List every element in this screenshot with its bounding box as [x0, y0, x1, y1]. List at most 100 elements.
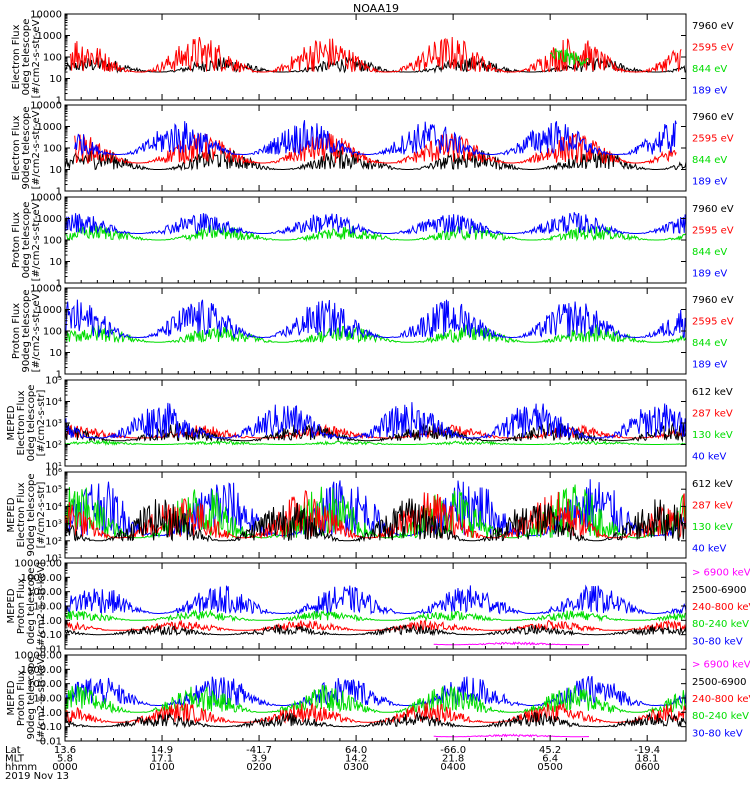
legend-entry: 189 eV — [692, 268, 727, 279]
y-tick-label: 100 — [43, 144, 62, 155]
footer-value: 21.8 — [442, 754, 464, 765]
y-axis-label: MEPEDProton Flux90deg telescope[#/cm2-s-… — [6, 654, 47, 742]
y-tick-label: 100 — [43, 53, 62, 64]
y-tick-label: 1000.00 — [21, 665, 62, 676]
series-line-844-ev — [64, 323, 687, 344]
y-tick-label: 10² — [45, 536, 62, 547]
series-line-2595-ev — [74, 132, 677, 165]
footer-value: 64.0 — [345, 745, 367, 756]
y-tick-label: 100 — [43, 327, 62, 338]
legend-entry: 844 eV — [692, 247, 727, 258]
y-tick-label: 1000 — [37, 31, 62, 42]
footer-value: 0000 — [52, 762, 77, 773]
legend-entry: 240-800 keV — [692, 602, 750, 613]
y-tick-label: 10⁵ — [45, 376, 62, 387]
y-tick-label: 1 — [56, 370, 62, 381]
series-line-2500-6900-kev — [64, 711, 687, 729]
panel-frame — [64, 13, 687, 101]
y-axis-label: Electron Flux90deg telescope[#/cm2-s-str… — [11, 106, 42, 189]
y-tick-label: 0.01 — [40, 737, 62, 748]
panel-frame — [64, 104, 687, 192]
legend-entry: 7960 eV — [692, 295, 734, 306]
legend-entry: 7960 eV — [692, 112, 734, 123]
y-axis-label: Proton Flux0deg telescope[#/cm2-s-str-eV… — [11, 199, 42, 282]
y-tick-label: 10000 — [30, 10, 62, 21]
footer-value: 14.2 — [345, 754, 367, 765]
legend-entry: 2595 eV — [692, 316, 734, 327]
legend-entry: 30-80 keV — [692, 728, 743, 739]
y-tick-label: 10 — [49, 257, 62, 268]
footer-value: -19.4 — [634, 745, 660, 756]
legend-entry: 2500-6900 keV — [692, 585, 750, 596]
legend-entry: 240-800 keV — [692, 694, 750, 705]
panel-8: 0.01 0.10 1.00 10.00 100.00 1000.00 10000.00ME… — [6, 651, 750, 748]
footer-date: 2019 Nov 13 — [5, 771, 69, 782]
y-tick-label: 0.01 — [40, 645, 62, 656]
y-tick-label: 10000.00 — [14, 651, 62, 662]
y-axis-label: Electron Flux0deg telescope[#/cm2-s-str-… — [11, 16, 42, 99]
footer-row-label: hhmm — [5, 762, 37, 773]
footer-value: -41.7 — [246, 745, 272, 756]
y-axis-label: MEPEDElectron Flux0deg telescope[#/cm2-s… — [6, 385, 47, 462]
legend-entry: 287 keV — [692, 500, 733, 511]
y-tick-label: 10¹ — [45, 554, 62, 565]
legend-entry: 2595 eV — [692, 42, 734, 53]
series-line-130-kev — [64, 439, 687, 447]
y-tick-label: 10⁵ — [45, 485, 62, 496]
y-tick-label: 10¹ — [45, 462, 62, 473]
y-tick-label: 1000 — [37, 122, 62, 133]
y-tick-label: 1000 — [37, 305, 62, 316]
legend-entry: 612 keV — [692, 387, 733, 398]
legend-entry: 189 eV — [692, 176, 727, 187]
series-line-189-ev — [64, 299, 687, 340]
legend-entry: 80-240 keV — [692, 619, 749, 630]
y-tick-label: 10000 — [30, 193, 62, 204]
panel-7: 0.01 0.10 1.00 10.00 100.00 1000.00 10000.00ME… — [6, 559, 750, 656]
legend-entry: 80-240 keV — [692, 711, 749, 722]
y-tick-label: 100.00 — [27, 679, 62, 690]
footer-value: 0600 — [634, 762, 659, 773]
y-tick-label: 10 — [49, 165, 62, 176]
series-line-30-80-kev — [64, 676, 687, 707]
series-line--6900-kev — [433, 641, 589, 646]
footer-value: 0500 — [537, 762, 562, 773]
y-tick-label: 10.00 — [33, 694, 62, 705]
footer-value: 17.1 — [151, 754, 173, 765]
legend-entry: 40 keV — [692, 451, 726, 462]
y-tick-label: 10⁴ — [45, 397, 62, 408]
series-line-2595-ev — [69, 36, 682, 74]
footer-row-label: MLT — [5, 754, 25, 765]
legend-entry: 189 eV — [692, 359, 727, 370]
figure-title: NOAA19 — [353, 2, 399, 15]
series-line-40-kev — [64, 402, 687, 440]
legend-entry: > 6900 keV — [692, 568, 750, 579]
y-tick-label: 1.00 — [40, 708, 62, 719]
y-tick-label: 0.10 — [40, 630, 62, 641]
footer-value: 0100 — [149, 762, 174, 773]
legend-entry: 2595 eV — [692, 133, 734, 144]
series-line-189-ev — [74, 120, 677, 157]
y-tick-label: 1 — [56, 96, 62, 107]
series-line-7960-ev — [64, 56, 686, 74]
legend-entry: 40 keV — [692, 543, 726, 554]
y-tick-label: 100.00 — [27, 587, 62, 598]
series-line-7960-ev — [64, 148, 687, 172]
y-tick-label: 10 — [49, 348, 62, 359]
legend-entry: 130 keV — [692, 522, 733, 533]
footer-value: 18.1 — [636, 754, 658, 765]
series-line-287-kev — [64, 490, 687, 540]
legend-entry: 30-80 keV — [692, 636, 743, 647]
footer-value: 13.6 — [54, 745, 76, 756]
footer-value: 3.9 — [251, 754, 267, 765]
y-tick-label: 1.00 — [40, 616, 62, 627]
footer-value: 6.4 — [542, 754, 558, 765]
legend-entry: 189 eV — [692, 85, 727, 96]
legend-entry: 7960 eV — [692, 21, 734, 32]
series-line-80-240-kev — [64, 609, 687, 623]
y-tick-label: 10000 — [30, 284, 62, 295]
footer-value: 14.9 — [151, 745, 173, 756]
legend-entry: 844 eV — [692, 338, 727, 349]
